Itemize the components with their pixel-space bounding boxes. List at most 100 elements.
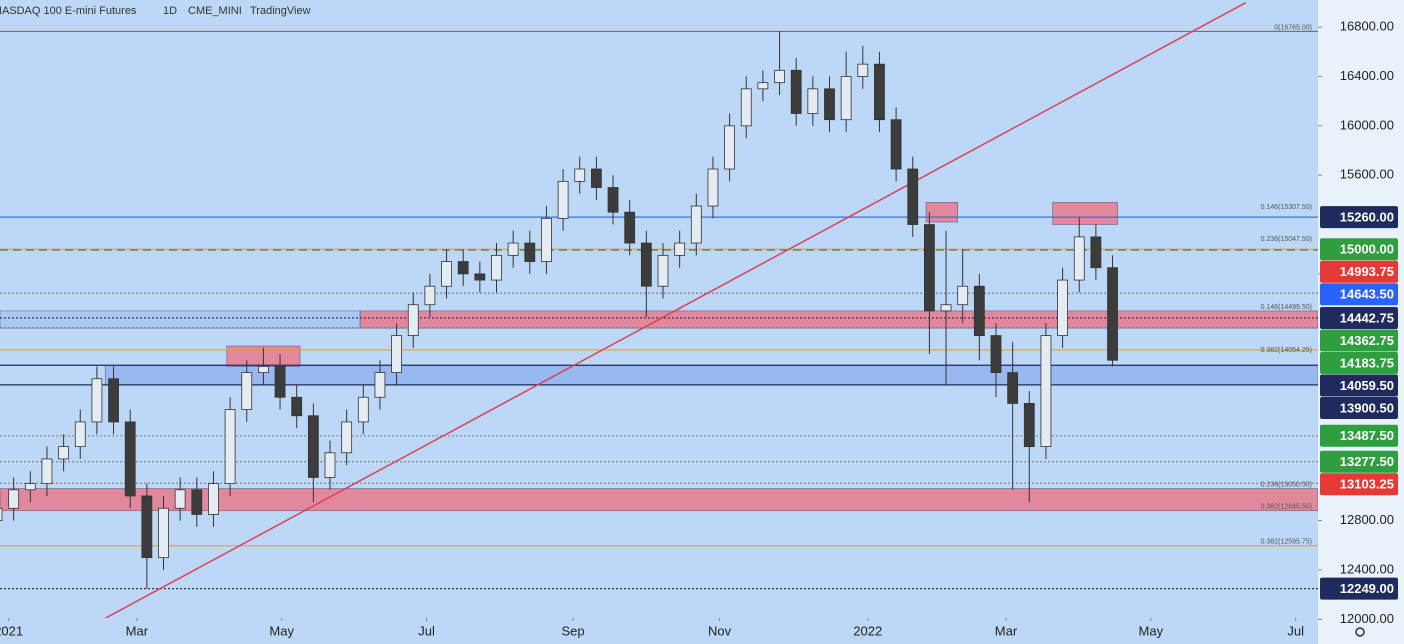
candle-body <box>707 168 719 207</box>
candle-body <box>507 242 519 256</box>
candle-body <box>91 378 103 423</box>
candle-body <box>491 254 502 281</box>
candle-body <box>591 168 602 188</box>
zone <box>925 202 958 223</box>
price-label: 13487.50 <box>1340 428 1394 443</box>
candle-body <box>657 254 669 287</box>
candle-body <box>174 489 186 509</box>
candle-body <box>224 409 236 485</box>
candle-body <box>424 285 436 306</box>
fib-label: 0.146(15307.50) <box>1261 204 1312 211</box>
price-label-box <box>1320 577 1398 600</box>
zone <box>1052 202 1118 225</box>
candle-body <box>1007 372 1019 404</box>
price-label-box <box>1320 283 1398 306</box>
y-tick-label: 12000.00 <box>1340 611 1394 626</box>
candle-body <box>824 88 835 121</box>
zone <box>359 310 1318 329</box>
candle-body <box>124 421 136 497</box>
candle-body <box>457 261 469 275</box>
x-tick-label: Mar <box>126 623 149 638</box>
fib-label: 0.382(12595.75) <box>1261 539 1312 546</box>
price-label-box <box>1320 450 1398 473</box>
trendline <box>104 2 1247 618</box>
x-tick-label: Sep <box>562 623 585 638</box>
candle-body <box>740 88 752 127</box>
header: NASDAQ 100 E-mini Futures 1D CME_MINI Tr… <box>0 5 311 17</box>
candle-body <box>307 415 319 478</box>
price-label-box <box>1320 351 1398 374</box>
candle-body <box>191 489 203 515</box>
price-label: 14442.75 <box>1340 310 1394 325</box>
candle-body <box>441 261 452 287</box>
plot-area: 0(16765.00) 0.146(15307.50) 0.236(15047.50… <box>0 2 1318 618</box>
candle-body <box>990 335 1002 373</box>
candle-body <box>624 211 636 244</box>
candle-body <box>1090 236 1102 269</box>
price-label-box <box>1320 424 1398 447</box>
candle-body <box>291 396 303 417</box>
candle-body <box>258 366 269 373</box>
candle-body <box>24 483 36 491</box>
candle-body <box>1023 403 1035 448</box>
fib-label: 0(16765.00) <box>1274 24 1312 31</box>
candle-body <box>957 285 969 306</box>
candle-body <box>1040 335 1052 448</box>
candle-body <box>158 507 169 559</box>
candle-body <box>324 452 336 478</box>
candle-body <box>341 421 353 454</box>
price-label-box <box>1320 374 1398 397</box>
candle-body <box>74 421 86 448</box>
x-tick-label: Jul <box>418 623 435 638</box>
fib-label: 0.382(12845.50) <box>1261 504 1312 511</box>
x-tick-label: 2021 <box>0 623 23 638</box>
price-label: 12249.00 <box>1340 581 1394 596</box>
candle-body <box>541 217 552 262</box>
source: TradingView <box>250 5 311 17</box>
candle-body <box>208 483 219 515</box>
candle-body <box>857 63 869 77</box>
zone <box>0 488 1318 512</box>
fib-label: 0.146(14499.50) <box>1261 304 1312 311</box>
candle-body <box>973 285 985 336</box>
fib-label: 0.236(15047.50) <box>1261 236 1312 243</box>
candle-body <box>1057 279 1068 336</box>
candle-body <box>757 82 769 90</box>
candle-body <box>690 205 702 244</box>
y-tick-label: 12400.00 <box>1340 561 1394 576</box>
price-label: 13900.50 <box>1340 400 1394 415</box>
candle-body <box>923 224 935 312</box>
candle-body <box>407 304 419 336</box>
price-label: 13103.25 <box>1340 477 1394 492</box>
exchange: CME_MINI <box>188 5 242 17</box>
price-label-box <box>1320 206 1398 229</box>
candle-body <box>357 396 369 423</box>
interval: 1D <box>163 5 177 17</box>
price-label: 15260.00 <box>1340 210 1394 225</box>
candle-body <box>108 378 119 423</box>
price-label-box <box>1320 306 1398 329</box>
price-label: 14993.75 <box>1340 264 1394 279</box>
x-tick-label: May <box>269 623 294 638</box>
fib-label: 0.236(13050.50) <box>1261 481 1312 488</box>
price-label: 14059.50 <box>1340 378 1394 393</box>
price-label: 15000.00 <box>1340 242 1394 257</box>
price-label-box <box>1320 396 1398 419</box>
candle-body <box>474 273 486 281</box>
candle-body <box>557 180 569 219</box>
candle-body <box>1107 267 1118 361</box>
x-tick-label: Mar <box>995 623 1018 638</box>
candle-body <box>274 366 286 398</box>
x-tick-label: May <box>1139 623 1164 638</box>
symbol-title: NASDAQ 100 E-mini Futures <box>0 5 137 17</box>
price-label-box <box>1320 260 1398 283</box>
candle-body <box>374 372 386 398</box>
x-tick-label: Nov <box>708 623 732 638</box>
candle-body <box>724 125 735 170</box>
candle-body <box>241 372 253 410</box>
candle-body <box>640 242 652 287</box>
price-label: 14183.75 <box>1340 355 1394 370</box>
price-label: 14362.75 <box>1340 333 1394 348</box>
settings-icon[interactable] <box>1355 627 1365 637</box>
